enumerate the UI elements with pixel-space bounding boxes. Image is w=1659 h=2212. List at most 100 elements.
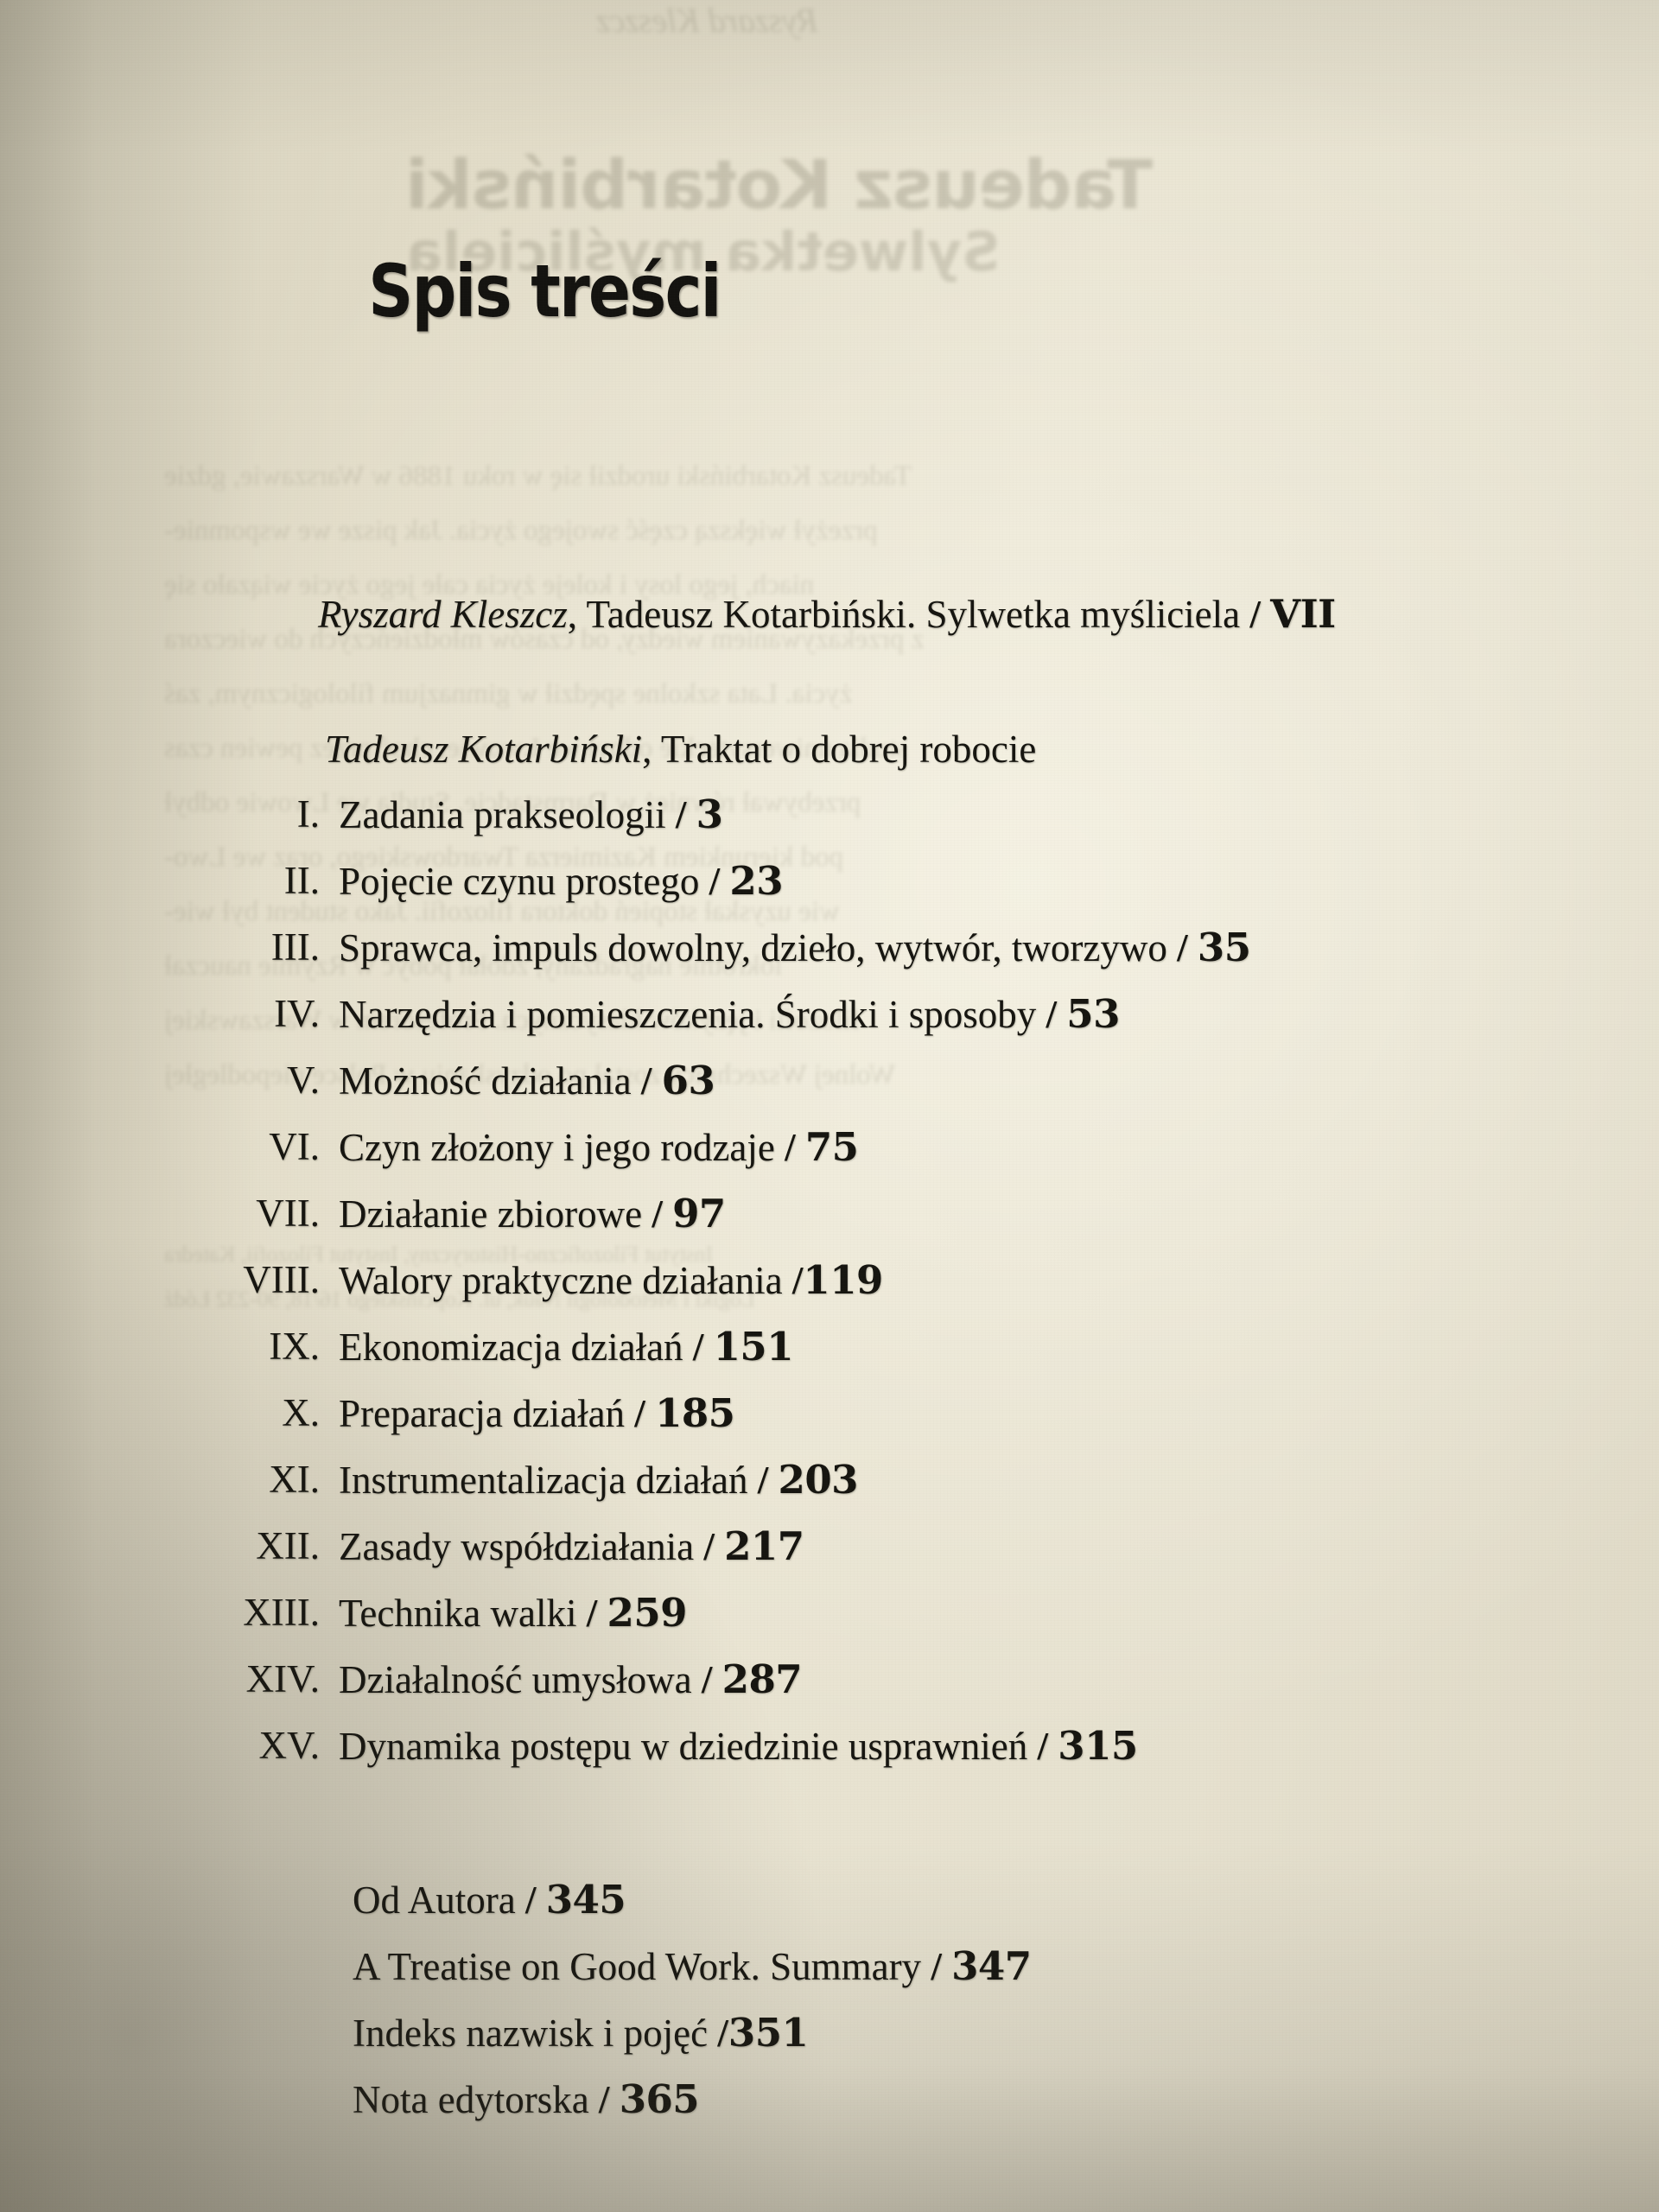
entry-page: 97: [672, 1191, 726, 1236]
entry-page: 185: [655, 1390, 735, 1436]
toc-back-matter-row[interactable]: Nota edytorska / 365: [353, 2080, 1562, 2146]
chapter-title-and-page: Walory praktyczne działania /119: [339, 1257, 883, 1303]
chapter-numeral: IV.: [274, 992, 320, 1035]
back-matter-title: A Treatise on Good Work. Summary: [353, 1945, 922, 1988]
entry-page: 347: [951, 1943, 1032, 1989]
entry-slash: /: [701, 1658, 713, 1701]
work-separator: ,: [642, 728, 661, 771]
entry-slash: /: [598, 2078, 610, 2121]
chapter-title-and-page: Preparacja działań / 185: [339, 1390, 735, 1436]
entry-page: 35: [1197, 925, 1251, 970]
chapter-numeral: III.: [270, 925, 320, 969]
chapter-numeral: XV.: [258, 1724, 320, 1767]
entry-slash: /: [1249, 593, 1261, 636]
entry-slash: /: [717, 2012, 728, 2055]
toc-chapter-row[interactable]: VI. Czyn złożony i jego rodzaje / 75: [0, 1128, 1659, 1194]
work-author: Tadeusz Kotarbiński: [325, 728, 643, 771]
toc-entry-work[interactable]: Tadeusz Kotarbiński, Traktat o dobrej ro…: [325, 730, 1036, 769]
toc-chapter-row[interactable]: XII. Zasady współdziałania / 217: [0, 1527, 1659, 1593]
toc-chapter-row[interactable]: VII. Działanie zbiorowe / 97: [0, 1194, 1659, 1261]
chapter-numeral: XII.: [256, 1524, 320, 1567]
chapter-numeral: X.: [282, 1391, 320, 1434]
entry-slash: /: [785, 1126, 796, 1169]
toc-back-matter-row[interactable]: A Treatise on Good Work. Summary / 347: [353, 1947, 1562, 2013]
back-matter-title: Nota edytorska: [353, 2078, 589, 2121]
entry-author: Ryszard Kleszcz: [318, 593, 568, 636]
entry-page: 365: [619, 2076, 700, 2122]
chapter-numeral: VIII.: [243, 1258, 320, 1301]
toc-chapter-row[interactable]: V. Możność działania / 63: [0, 1061, 1659, 1128]
toc-chapter-row[interactable]: IV. Narzędzia i pomieszczenia. Środki i s…: [0, 995, 1659, 1061]
chapter-title-and-page: Dynamika postępu w dziedzinie usprawnień…: [339, 1723, 1138, 1769]
entry-page: 259: [607, 1590, 688, 1636]
toc-chapter-row[interactable]: VIII. Walory praktyczne działania /119: [0, 1261, 1659, 1327]
chapter-title-and-page: Działanie zbiorowe / 97: [339, 1191, 726, 1236]
entry-slash: /: [692, 1325, 704, 1369]
toc-chapter-row[interactable]: II. Pojęcie czynu prostego / 23: [0, 861, 1659, 928]
entry-page: 119: [803, 1257, 883, 1303]
entry-slash: /: [931, 1945, 942, 1988]
work-title: Traktat o dobrej robocie: [660, 728, 1037, 771]
toc-back-matter-row[interactable]: Indeks nazwisk i pojęć /351: [353, 2013, 1562, 2080]
entry-slash: /: [703, 1525, 715, 1568]
entry-slash: /: [524, 1878, 537, 1922]
chapter-numeral: XIII.: [243, 1591, 320, 1634]
back-matter-title: Od Autora: [353, 1878, 516, 1922]
chapter-numeral: XIV.: [245, 1657, 320, 1700]
chapter-title-and-page: Narzędzia i pomieszczenia. Środki i spos…: [339, 991, 1120, 1037]
entry-slash: /: [675, 793, 687, 836]
toc-chapter-row[interactable]: III. Sprawca, impuls dowolny, dzieło, wyt…: [0, 928, 1659, 995]
chapter-title-and-page: Czyn złożony i jego rodzaje / 75: [339, 1124, 859, 1170]
entry-slash: /: [1046, 993, 1058, 1036]
entry-page: 287: [721, 1656, 803, 1702]
chapter-list: I. Zadania prakseologii / 3 II. Pojęcie czy…: [0, 795, 1659, 1793]
entry-slash: /: [1037, 1725, 1049, 1768]
toc-chapter-row[interactable]: X. Preparacja działań / 185: [0, 1394, 1659, 1460]
entry-page: 63: [661, 1058, 715, 1103]
chapter-numeral: VI.: [269, 1125, 320, 1168]
chapter-title-and-page: Możność działania / 63: [339, 1058, 715, 1103]
entry-page: 203: [778, 1457, 859, 1503]
entry-page: 75: [804, 1124, 859, 1170]
entry-page: 345: [545, 1877, 626, 1923]
entry-page: 351: [728, 2010, 809, 2056]
chapter-numeral: VII.: [256, 1192, 320, 1235]
page-title: Spis treści: [368, 249, 721, 334]
entry-separator: ,: [567, 593, 587, 636]
entry-page: 3: [696, 791, 723, 837]
toc-chapter-row[interactable]: XIII. Technika walki / 259: [0, 1593, 1659, 1660]
chapter-numeral: II.: [283, 859, 320, 902]
chapter-title-and-page: Zadania prakseologii / 3: [339, 791, 723, 837]
toc-chapter-row[interactable]: XV. Dynamika postępu w dziedzinie usprawn…: [0, 1726, 1659, 1793]
toc-chapter-row[interactable]: IX. Ekonomizacja działań / 151: [0, 1327, 1659, 1394]
chapter-title-and-page: Sprawca, impuls dowolny, dzieło, wytwór,…: [339, 925, 1251, 970]
toc-chapter-row[interactable]: XIV. Działalność umysłowa / 287: [0, 1660, 1659, 1726]
toc-entry-lead[interactable]: Ryszard Kleszcz, Tadeusz Kotarbiński. Sy…: [318, 594, 1336, 634]
chapter-numeral: I.: [296, 792, 320, 836]
entry-page: VII: [1270, 591, 1336, 637]
entry-title: Tadeusz Kotarbiński. Sylwetka myśliciela: [586, 593, 1241, 636]
entry-slash: /: [709, 860, 721, 903]
toc-chapter-row[interactable]: I. Zadania prakseologii / 3: [0, 795, 1659, 861]
chapter-title-and-page: Działalność umysłowa / 287: [339, 1656, 803, 1702]
entry-page: 53: [1066, 991, 1120, 1037]
toc-chapter-row[interactable]: XI. Instrumentalizacja działań / 203: [0, 1460, 1659, 1527]
chapter-numeral: V.: [287, 1058, 320, 1102]
entry-page: 217: [724, 1523, 804, 1569]
entry-page: 23: [729, 858, 784, 904]
entry-page: 151: [713, 1324, 794, 1370]
back-matter-title: Indeks nazwisk i pojęć: [353, 2012, 709, 2055]
entry-page: 315: [1058, 1723, 1138, 1769]
chapter-title-and-page: Ekonomizacja działań / 151: [339, 1324, 794, 1370]
chapter-title-and-page: Technika walki / 259: [339, 1590, 688, 1636]
entry-slash: /: [757, 1459, 769, 1502]
entry-slash: /: [586, 1592, 598, 1635]
chapter-title-and-page: Zasady współdziałania / 217: [339, 1523, 804, 1569]
entry-slash: /: [652, 1192, 663, 1236]
chapter-title-and-page: Instrumentalizacja działań / 203: [339, 1457, 859, 1503]
chapter-title-and-page: Pojęcie czynu prostego / 23: [339, 858, 784, 904]
toc-back-matter-row[interactable]: Od Autora / 345: [353, 1880, 1562, 1947]
